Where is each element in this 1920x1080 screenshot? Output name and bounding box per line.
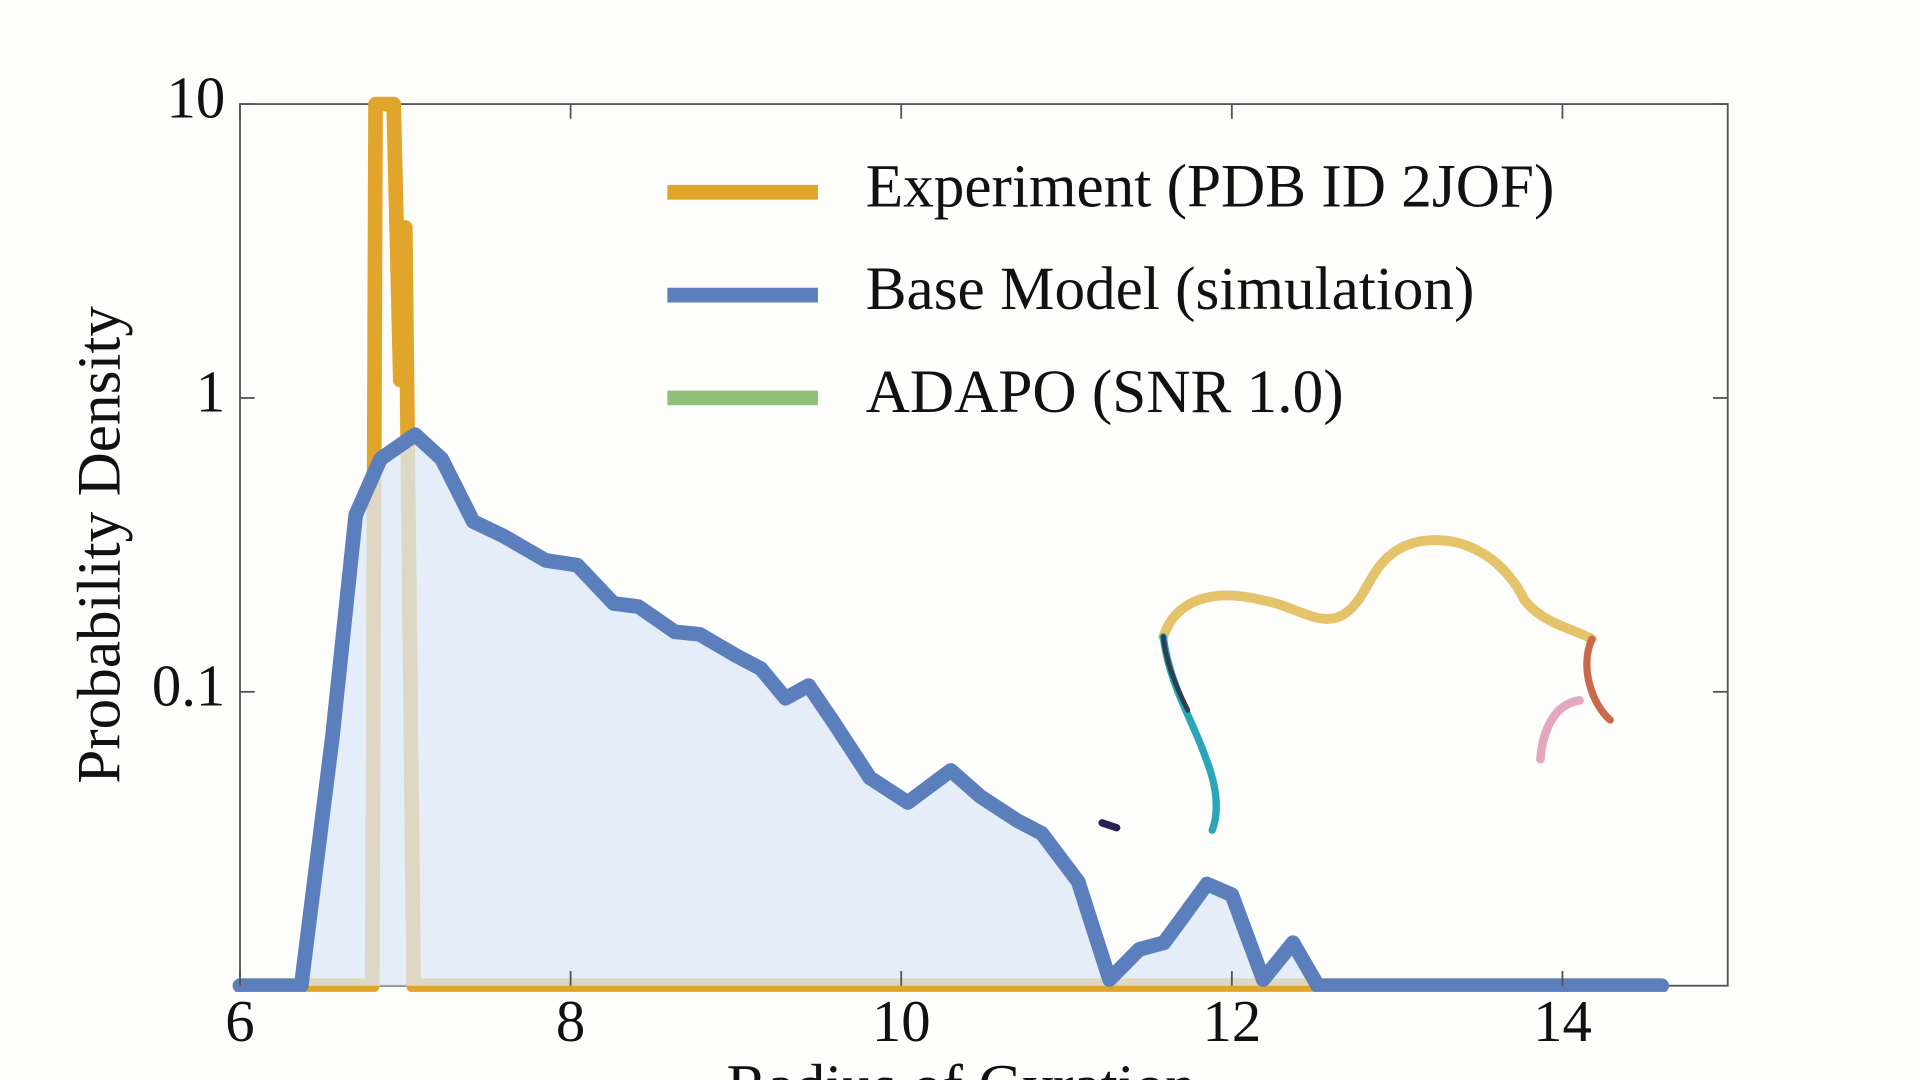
- legend-label: Experiment (PDB ID 2JOF): [866, 152, 1555, 220]
- protein-inset: [1098, 535, 1614, 834]
- plot-area: [232, 96, 1669, 992]
- x-tick-label: 6: [225, 989, 254, 1054]
- y-tick-label: 0.1: [152, 653, 225, 718]
- y-tick-label: 10: [167, 66, 226, 131]
- legend-label: Base Model (simulation): [866, 255, 1475, 323]
- x-axis-label: Radius of Gyration: [727, 1052, 1196, 1080]
- y-tick-label: 1: [196, 359, 225, 424]
- area: [240, 434, 1662, 986]
- x-tick-label: 14: [1533, 989, 1592, 1054]
- x-tick-label: 10: [872, 989, 931, 1054]
- y-axis-label: Probability Density: [65, 306, 133, 784]
- legend-label: ADAPO (SNR 1.0): [866, 358, 1344, 426]
- x-tick-label: 12: [1202, 989, 1261, 1054]
- x-tick-label: 8: [556, 989, 585, 1054]
- line: [232, 427, 1669, 992]
